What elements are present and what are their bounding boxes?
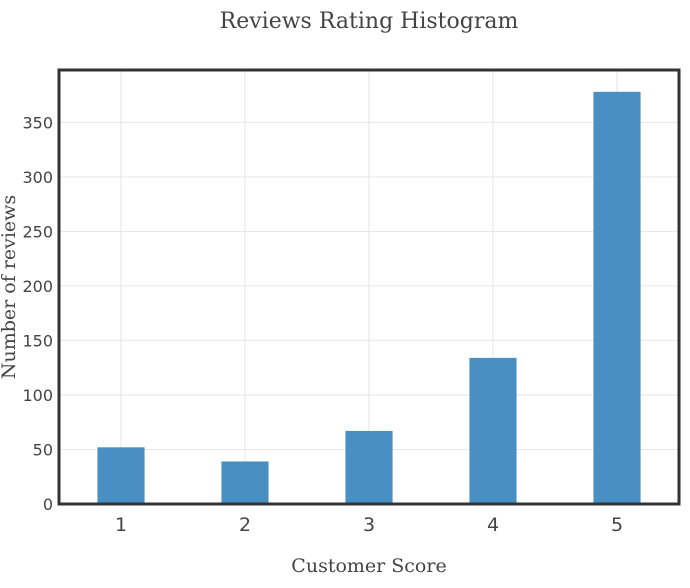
bars — [97, 91, 641, 504]
y-tick-label: 0 — [43, 495, 53, 514]
bar-score-2[interactable] — [221, 461, 269, 504]
x-axis-ticks: 1 2 3 4 5 — [115, 514, 623, 536]
x-axis-title: Customer Score — [291, 555, 446, 577]
y-tick-label: 50 — [33, 440, 53, 459]
plot-frame — [57, 68, 681, 506]
chart-title: Reviews Rating Histogram — [220, 9, 519, 34]
x-tick-label: 1 — [115, 514, 127, 536]
bar-score-3[interactable] — [345, 430, 393, 504]
y-axis-ticks: 0 50 100 150 200 250 300 350 — [22, 113, 53, 514]
y-tick-label: 250 — [22, 222, 53, 241]
y-tick-label: 300 — [22, 168, 53, 187]
y-axis-title: Number of reviews — [0, 195, 20, 379]
bar-score-5[interactable] — [593, 91, 641, 504]
bar-score-1[interactable] — [97, 447, 145, 504]
x-tick-label: 3 — [363, 514, 375, 536]
x-tick-label: 5 — [611, 514, 623, 536]
y-tick-label: 350 — [22, 113, 53, 132]
y-tick-label: 150 — [22, 331, 53, 350]
x-tick-label: 4 — [487, 514, 499, 536]
bar-score-4[interactable] — [469, 357, 517, 504]
x-tick-label: 2 — [239, 514, 251, 536]
y-tick-label: 100 — [22, 386, 53, 405]
y-tick-label: 200 — [22, 277, 53, 296]
